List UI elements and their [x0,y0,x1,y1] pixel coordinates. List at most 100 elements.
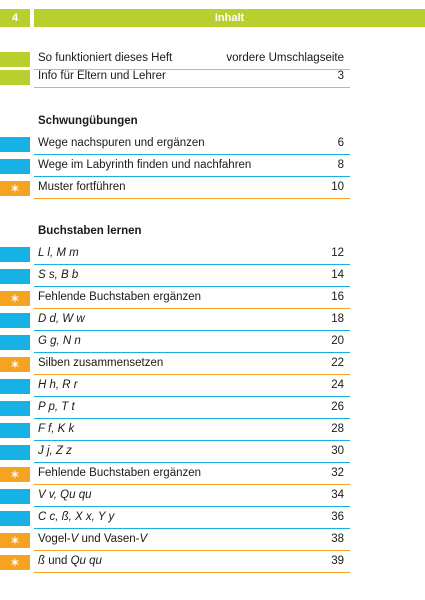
toc-row[interactable]: G g, N n 20 [0,331,350,353]
star-icon: ✶ [9,533,21,548]
row-marker [0,379,30,394]
toc-page: vordere Umschlagseite [226,52,344,64]
row-underline [34,285,350,287]
toc-row[interactable]: ✶ Silben zusammensetzen 22 [0,353,350,375]
toc-row[interactable]: C c, ß, X x, Y y 36 [0,507,350,529]
toc-label: V v, Qu qu [38,489,92,501]
toc-label: Muster fortführen [38,181,126,193]
toc-row[interactable]: J j, Z z 30 [0,441,350,463]
toc-label: Wege nachspuren und ergänzen [38,137,205,149]
row-marker: ✶ [0,181,30,196]
toc-page: 20 [331,335,344,347]
toc-page: 3 [337,70,344,82]
toc-page: 34 [331,489,344,501]
page-header: 4 Inhalt [0,9,425,27]
toc-row[interactable]: F f, K k 28 [0,419,350,441]
row-marker: ✶ [0,291,30,306]
label-part-italic: V [139,533,148,545]
toc-label: C c, ß, X x, Y y [38,511,115,523]
toc-row[interactable]: Wege nachspuren und ergänzen 6 [0,133,350,155]
toc-page: 24 [331,379,344,391]
toc-page: 16 [331,291,344,303]
row-marker: ✶ [0,533,30,548]
section-heading-schwung: Schwungübungen [38,115,138,127]
row-marker: ✶ [0,357,30,372]
toc-label: H h, R r [38,379,78,391]
row-marker: ✶ [0,555,30,570]
toc-label: P p, T t [38,401,75,413]
toc-label: D d, W w [38,313,85,325]
row-marker [0,269,30,284]
toc-row[interactable]: V v, Qu qu 34 [0,485,350,507]
row-marker: ✶ [0,467,30,482]
row-underline [34,395,350,397]
row-underline [34,549,350,551]
toc-row[interactable]: D d, W w 18 [0,309,350,331]
toc-page: 36 [331,511,344,523]
row-underline [34,483,350,485]
toc-row[interactable]: ✶ Muster fortführen 10 [0,177,350,199]
toc-page: 6 [337,137,344,149]
toc-page: 12 [331,247,344,259]
toc-row[interactable]: S s, B b 14 [0,265,350,287]
toc-label: F f, K k [38,423,75,435]
star-icon: ✶ [9,467,21,482]
row-marker [0,445,30,460]
toc-page: 39 [331,555,344,567]
label-part: und Vasen- [78,533,140,545]
toc-page: 8 [337,159,344,171]
star-icon: ✶ [9,357,21,372]
toc-row[interactable]: So funktioniert dieses Heft vordere Umsc… [0,48,350,70]
toc-row[interactable]: ✶ ß und Qu qu 39 [0,551,350,573]
label-part-italic: ß [38,555,46,567]
toc-row[interactable]: Wege im Labyrinth finden und nachfahren … [0,155,350,177]
row-underline [34,329,350,331]
row-underline [34,417,350,419]
star-icon: ✶ [9,555,21,570]
row-marker [0,52,30,67]
toc-label: Wege im Labyrinth finden und nachfahren [38,159,252,171]
toc-page: 14 [331,269,344,281]
toc-page: 32 [331,467,344,479]
toc-label: So funktioniert dieses Heft [38,52,173,64]
page-title: Inhalt [34,9,425,27]
section-heading-buchstaben: Buchstaben lernen [38,225,142,237]
label-part-italic: Qu qu [70,555,102,567]
page-number: 4 [0,9,30,27]
row-underline [34,351,350,353]
toc-label: L l, M m [38,247,79,259]
star-icon: ✶ [9,181,21,196]
row-marker [0,159,30,174]
toc-label: Fehlende Buchstaben ergänzen [38,467,202,479]
toc-row[interactable]: ✶ Fehlende Buchstaben ergänzen 16 [0,287,350,309]
toc-row[interactable]: Info für Eltern und Lehrer 3 [0,66,350,88]
row-marker [0,511,30,526]
toc-page: 18 [331,313,344,325]
row-underline [34,571,350,573]
toc-row[interactable]: ✶ Fehlende Buchstaben ergänzen 32 [0,463,350,485]
label-part: und [45,555,71,567]
star-icon: ✶ [9,291,21,306]
toc-label: J j, Z z [38,445,72,457]
toc-row[interactable]: P p, T t 26 [0,397,350,419]
toc-label: Vogel-V und Vasen-V [38,533,147,545]
toc-row[interactable]: ✶ Vogel-V und Vasen-V 38 [0,529,350,551]
row-underline [34,307,350,309]
toc-page: 10 [331,181,344,193]
toc-row[interactable]: H h, R r 24 [0,375,350,397]
toc-row[interactable]: L l, M m 12 [0,243,350,265]
toc-page: 30 [331,445,344,457]
row-marker [0,313,30,328]
row-marker [0,423,30,438]
row-underline [34,505,350,507]
toc-label: G g, N n [38,335,81,347]
row-underline [34,263,350,265]
toc-label: ß und Qu qu [38,555,102,567]
row-underline [34,197,350,199]
toc-page: 38 [331,533,344,545]
toc-label: Fehlende Buchstaben ergänzen [38,291,202,303]
row-marker [0,401,30,416]
toc-label: S s, B b [38,269,79,281]
row-underline [34,68,350,70]
row-underline [34,527,350,529]
